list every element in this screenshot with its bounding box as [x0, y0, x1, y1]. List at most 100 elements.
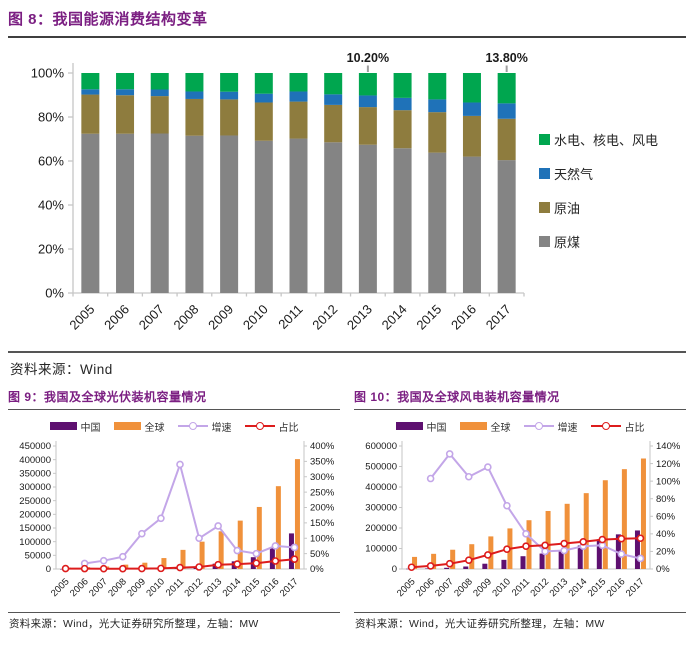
svg-text:350000: 350000	[19, 469, 51, 480]
svg-text:300%: 300%	[310, 472, 335, 483]
share-line-swatch-icon	[590, 422, 621, 430]
green-swatch-icon	[539, 134, 550, 145]
svg-text:2010: 2010	[490, 576, 513, 599]
svg-text:20%: 20%	[38, 242, 64, 257]
svg-text:100%: 100%	[31, 66, 65, 81]
source-note-pv: 资料来源：Wind，光大证券研究所整理，左轴：MW	[9, 618, 259, 630]
svg-text:2013: 2013	[344, 302, 375, 333]
svg-text:2017: 2017	[278, 576, 301, 599]
svg-text:200000: 200000	[19, 510, 51, 521]
svg-text:2005: 2005	[395, 576, 418, 599]
svg-text:13.80%: 13.80%	[485, 51, 527, 65]
figure9-panel: 图 9：我国及全球光伏装机容量情况 中国 全球 增速 占比	[8, 388, 340, 632]
legend-label: 原油	[554, 201, 581, 216]
legend-item-global: 全球	[113, 419, 165, 434]
svg-text:200%: 200%	[310, 503, 335, 514]
svg-text:2006: 2006	[414, 576, 437, 599]
svg-text:140%: 140%	[656, 441, 681, 452]
svg-text:2013: 2013	[202, 576, 225, 599]
growth-marker-icon	[534, 422, 543, 430]
svg-text:2015: 2015	[240, 576, 263, 599]
svg-text:2008: 2008	[452, 576, 475, 599]
divider-source	[8, 351, 686, 353]
svg-text:2006: 2006	[101, 302, 132, 333]
svg-text:450000: 450000	[19, 441, 51, 452]
svg-text:500000: 500000	[365, 462, 397, 473]
svg-text:10.20%: 10.20%	[347, 51, 389, 65]
svg-text:2012: 2012	[182, 576, 205, 599]
china-bar-swatch-icon	[49, 422, 77, 430]
legend-label: 占比	[278, 422, 299, 434]
svg-text:40%: 40%	[656, 529, 676, 540]
figure10-footer-rule	[354, 612, 686, 613]
figure9-title-rule	[8, 408, 340, 410]
figure10-title-rule	[354, 408, 686, 410]
source-note-wind: 资料来源：Wind，光大证券研究所整理，左轴：MW	[355, 618, 605, 630]
figure10-title: 图 10：我国及全球风电装机容量情况	[354, 389, 560, 404]
pv-capacity-chart: 0 50000 100000 150000 200000 250000 300000 3500…	[19, 441, 335, 599]
svg-text:0: 0	[46, 564, 51, 575]
svg-text:250000: 250000	[19, 496, 51, 507]
svg-text:300000: 300000	[19, 482, 51, 493]
blue-swatch-icon	[539, 168, 550, 179]
global-bar-swatch-icon	[459, 422, 487, 430]
svg-text:50%: 50%	[310, 549, 330, 560]
svg-text:2012: 2012	[528, 576, 551, 599]
svg-text:2005: 2005	[49, 576, 72, 599]
svg-text:2010: 2010	[144, 576, 167, 599]
svg-text:350%: 350%	[310, 457, 335, 468]
svg-text:2016: 2016	[448, 302, 479, 333]
svg-text:2005: 2005	[66, 302, 97, 333]
svg-text:2009: 2009	[471, 576, 494, 599]
legend-label: 中国	[426, 422, 447, 434]
legend-item-china: 中国	[395, 419, 447, 434]
svg-text:2007: 2007	[87, 576, 110, 599]
svg-text:2011: 2011	[510, 576, 532, 598]
svg-text:100000: 100000	[365, 544, 397, 555]
divider-top	[8, 36, 686, 38]
share-marker-icon	[255, 422, 264, 430]
svg-text:150000: 150000	[19, 523, 51, 534]
svg-text:2010: 2010	[240, 302, 271, 333]
legend-label: 原煤	[554, 235, 581, 250]
svg-text:2006: 2006	[68, 576, 91, 599]
svg-text:20%: 20%	[656, 547, 676, 558]
legend-item-global: 全球	[459, 419, 511, 434]
svg-text:2014: 2014	[379, 302, 410, 333]
svg-text:0: 0	[392, 564, 397, 575]
figure10-panel: 图 10：我国及全球风电装机容量情况 中国 全球 增速 占比	[354, 388, 686, 632]
svg-text:2014: 2014	[221, 576, 244, 599]
svg-text:60%: 60%	[38, 154, 64, 169]
legend-item-growth: 增速	[177, 419, 232, 434]
legend-label: 增速	[211, 422, 232, 434]
legend-label: 水电、核电、风电	[554, 133, 659, 148]
svg-text:250%: 250%	[310, 487, 335, 498]
olive-swatch-icon	[539, 202, 550, 213]
svg-text:100000: 100000	[19, 537, 51, 548]
svg-text:2008: 2008	[106, 576, 129, 599]
svg-text:2007: 2007	[433, 576, 456, 599]
legend-item-share: 占比	[590, 419, 645, 434]
svg-text:200000: 200000	[365, 523, 397, 534]
svg-text:2013: 2013	[548, 576, 571, 599]
bottom-charts-section: 图 9：我国及全球光伏装机容量情况 中国 全球 增速 占比	[8, 388, 686, 632]
svg-text:2017: 2017	[624, 576, 647, 599]
svg-text:2009: 2009	[125, 576, 148, 599]
svg-text:2008: 2008	[170, 302, 201, 333]
svg-text:2015: 2015	[586, 576, 609, 599]
svg-text:0%: 0%	[310, 564, 324, 575]
svg-text:100%: 100%	[310, 533, 335, 544]
svg-text:100%: 100%	[656, 476, 681, 487]
legend-item-hydro-nuclear-wind: 水电、核电、风电	[539, 130, 658, 149]
legend-item-crude-oil: 原油	[539, 198, 658, 217]
wind-chart-legend: 中国 全球 增速 占比	[354, 418, 686, 434]
figure9-title: 图 9：我国及全球光伏装机容量情况	[8, 389, 207, 404]
growth-line-swatch-icon	[523, 422, 554, 430]
legend-item-natural-gas: 天然气	[539, 164, 658, 183]
svg-text:2016: 2016	[259, 576, 282, 599]
legend-label: 全球	[144, 422, 165, 434]
pv-chart-legend: 中国 全球 增速 占比	[8, 418, 340, 434]
svg-text:80%: 80%	[38, 110, 64, 125]
svg-text:40%: 40%	[38, 198, 64, 213]
